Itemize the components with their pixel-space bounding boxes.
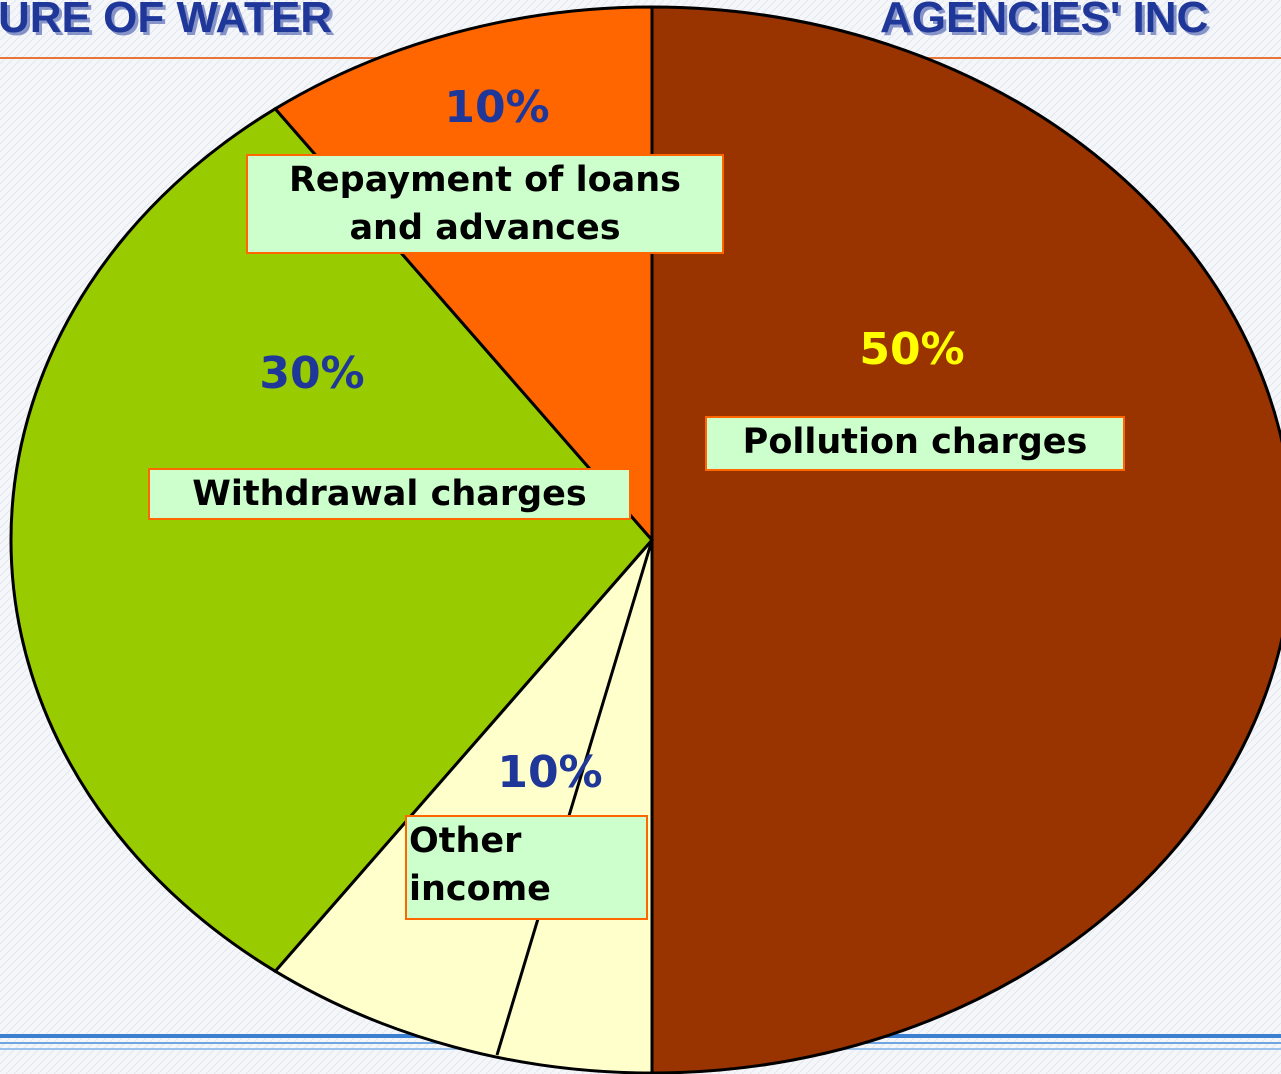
title-right: AGENCIES' INC: [880, 0, 1208, 42]
slice-divider: [495, 539, 654, 1056]
value-label: 10%: [444, 82, 549, 133]
title-shadow: AGENCIES' INC: [883, 0, 1211, 45]
category-label: Withdrawal charges: [148, 468, 631, 520]
pie-slice: [650, 5, 1281, 1074]
value-label: 10%: [497, 747, 602, 798]
title-left: URE OF WATER: [0, 0, 332, 42]
category-label: Other income: [405, 815, 648, 920]
title-shadow: URE OF WATER: [1, 0, 335, 45]
pie-slice: [272, 5, 654, 544]
value-label: 30%: [259, 348, 364, 399]
category-label: Repayment of loans and advances: [246, 154, 724, 254]
pie-slice: [272, 536, 654, 1074]
pie-slice: [9, 106, 654, 974]
value-label: 50%: [859, 324, 964, 375]
category-label: Pollution charges: [705, 416, 1125, 471]
